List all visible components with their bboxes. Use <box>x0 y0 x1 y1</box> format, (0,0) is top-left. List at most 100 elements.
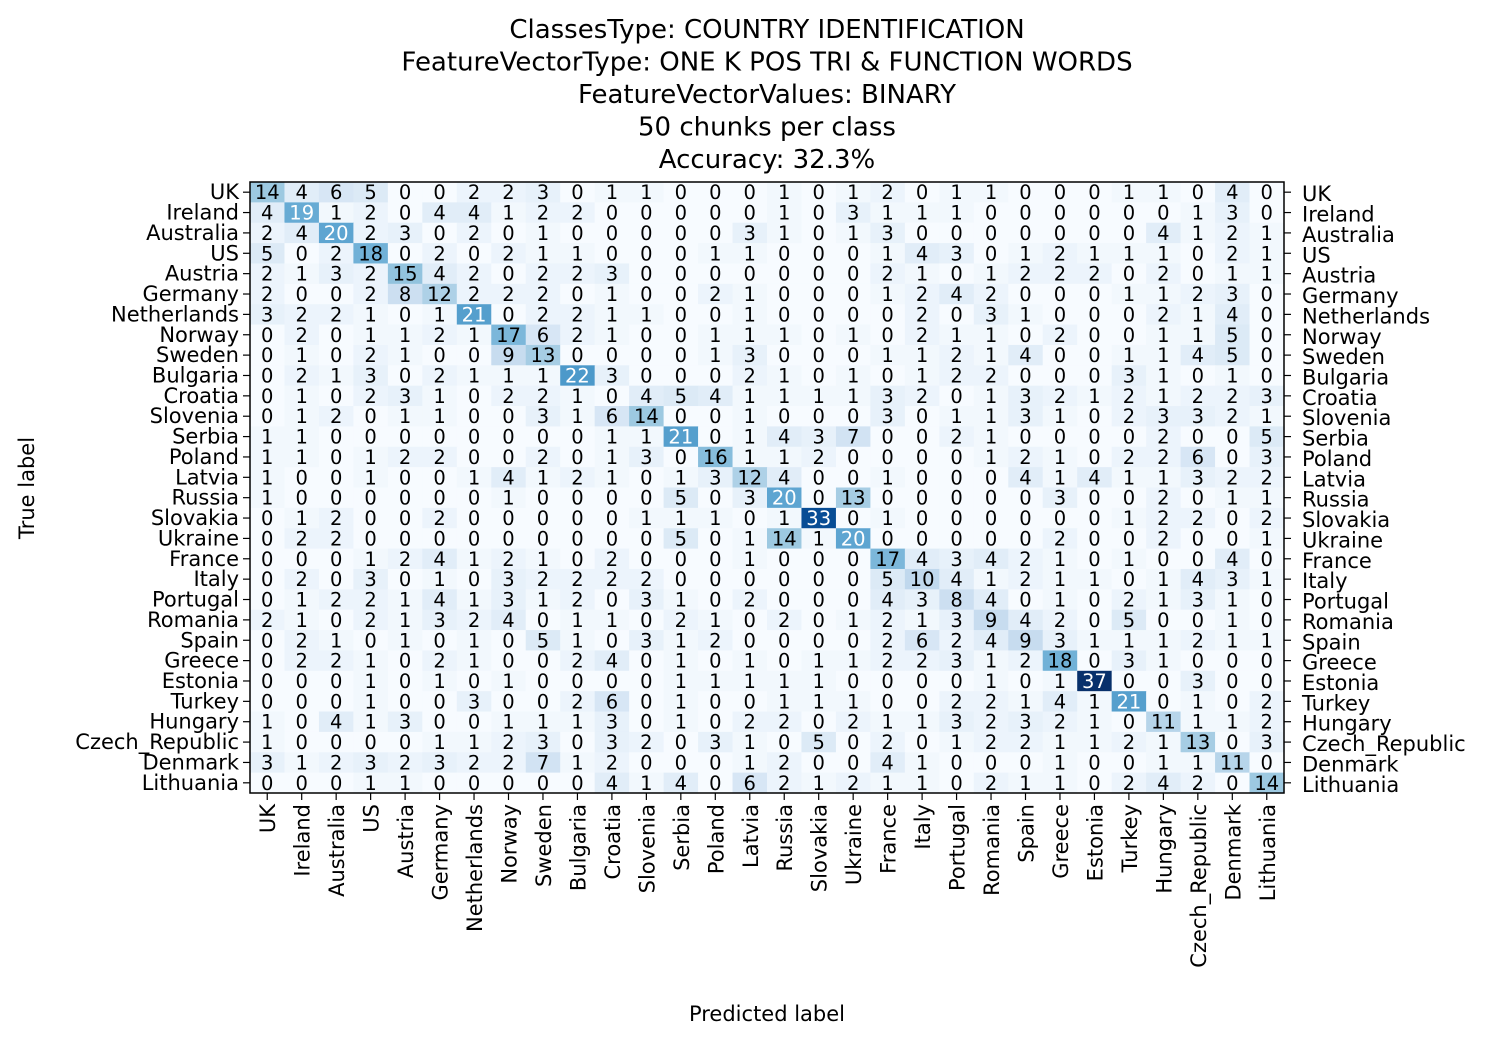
cell-value-label: 0 <box>1088 426 1100 449</box>
heatmap-cell <box>1008 426 1044 448</box>
heatmap-cell <box>594 446 630 468</box>
heatmap-cell <box>284 691 320 713</box>
cell-value-label: 0 <box>1019 527 1031 550</box>
cell-value-label: 3 <box>985 303 997 326</box>
heatmap-cell <box>939 406 975 427</box>
cell-value-label: 4 <box>778 426 790 449</box>
y-tick-label: Ukraine <box>158 526 239 550</box>
heatmap-cell <box>318 344 354 366</box>
heatmap-cell <box>353 344 389 366</box>
heatmap-cell <box>1111 243 1147 265</box>
heatmap-cell <box>939 630 975 652</box>
cell-value-label: 1 <box>537 364 549 387</box>
heatmap-cell <box>870 691 906 713</box>
cell-value-label: 0 <box>1088 202 1100 225</box>
heatmap-cell <box>1146 283 1182 305</box>
cell-value-label: 0 <box>640 222 652 245</box>
heatmap-cell <box>801 426 837 448</box>
heatmap-cell <box>560 344 596 366</box>
cell-value-label: 1 <box>985 650 997 673</box>
cell-value-label: 0 <box>295 548 307 571</box>
heatmap-cell <box>1111 731 1147 753</box>
cell-value-label: 0 <box>261 650 273 673</box>
cell-value-label: 2 <box>364 283 376 306</box>
heatmap-cell <box>732 222 768 244</box>
cell-value-label: 1 <box>468 324 480 347</box>
heatmap-cell <box>904 467 940 489</box>
heatmap-cell <box>525 283 561 305</box>
heatmap-cell <box>250 568 286 590</box>
heatmap-cell <box>525 752 561 774</box>
cell-value-label: 0 <box>1123 670 1135 693</box>
heatmap-cell <box>387 528 423 550</box>
cell-value-label: 1 <box>606 303 618 326</box>
cell-value-label: 2 <box>295 568 307 591</box>
cell-value-label: 1 <box>985 426 997 449</box>
cell-value-label: 0 <box>606 670 618 693</box>
cell-value-label: 0 <box>709 589 721 612</box>
cell-value-label: 0 <box>985 507 997 530</box>
cell-value-label: 1 <box>778 364 790 387</box>
heatmap-cell <box>1180 446 1216 468</box>
heatmap-cell <box>835 630 871 652</box>
heatmap-cell <box>767 243 803 265</box>
y-tick-label-right: Sweden <box>1302 345 1385 369</box>
heatmap-cell <box>767 406 803 427</box>
heatmap-cell <box>525 406 561 427</box>
cell-value-label: 0 <box>1192 242 1204 265</box>
heatmap-cell <box>525 711 561 733</box>
cell-value-label: 0 <box>881 426 893 449</box>
heatmap-cell <box>663 243 699 265</box>
cell-value-label: 0 <box>330 446 342 469</box>
cell-value-label: 2 <box>640 731 652 754</box>
cell-value-label: 3 <box>1019 405 1031 428</box>
cell-value-label: 2 <box>916 324 928 347</box>
heatmap-cell <box>1180 243 1216 265</box>
heatmap-cell <box>422 385 458 407</box>
heatmap-cell <box>1180 385 1216 407</box>
heatmap-cell <box>456 568 492 590</box>
cell-value-label: 4 <box>1226 181 1238 204</box>
heatmap-cell <box>1042 324 1078 346</box>
cell-value-label: 0 <box>985 751 997 774</box>
y-tick-label-right: Ireland <box>1302 203 1375 227</box>
heatmap-cell <box>456 487 492 509</box>
cell-value-label: 1 <box>1019 303 1031 326</box>
cell-value-label: 2 <box>950 629 962 652</box>
cell-value-label: 0 <box>295 283 307 306</box>
cell-value-label: 2 <box>778 772 790 795</box>
heatmap-cell <box>1077 344 1113 366</box>
heatmap-cell <box>456 772 492 794</box>
y-tick-label: Austria <box>165 262 239 286</box>
heatmap-cell <box>698 650 734 672</box>
heatmap-cell <box>560 222 596 244</box>
cell-value-label: 3 <box>709 466 721 489</box>
cell-value-label: 2 <box>295 303 307 326</box>
heatmap-cell <box>1008 202 1044 224</box>
heatmap-cell <box>491 467 527 489</box>
cell-value-label: 0 <box>1088 527 1100 550</box>
heatmap-cell <box>1042 711 1078 733</box>
cell-value-label: 13 <box>841 487 866 510</box>
heatmap-cell <box>801 772 837 794</box>
cell-value-label: 0 <box>950 222 962 245</box>
cell-value-label: 2 <box>295 324 307 347</box>
cell-value-label: 1 <box>812 690 824 713</box>
cell-value-label: 0 <box>1054 344 1066 367</box>
heatmap-cell <box>1249 731 1285 753</box>
cell-value-label: 2 <box>399 751 411 774</box>
cell-value-label: 0 <box>1157 670 1169 693</box>
heatmap-cell <box>594 589 630 611</box>
heatmap-cell <box>663 670 699 692</box>
heatmap-cell <box>1215 548 1251 570</box>
cell-value-label: 1 <box>1226 263 1238 286</box>
heatmap-cell <box>801 385 837 407</box>
cell-value-label: 1 <box>1088 629 1100 652</box>
cell-value-label: 0 <box>606 487 618 510</box>
cell-value-label: 16 <box>703 446 728 469</box>
heatmap-cell <box>594 243 630 265</box>
cell-value-label: 1 <box>744 303 756 326</box>
heatmap-cell <box>1146 426 1182 448</box>
cell-value-label: 0 <box>433 690 445 713</box>
heatmap-cell <box>835 263 871 285</box>
